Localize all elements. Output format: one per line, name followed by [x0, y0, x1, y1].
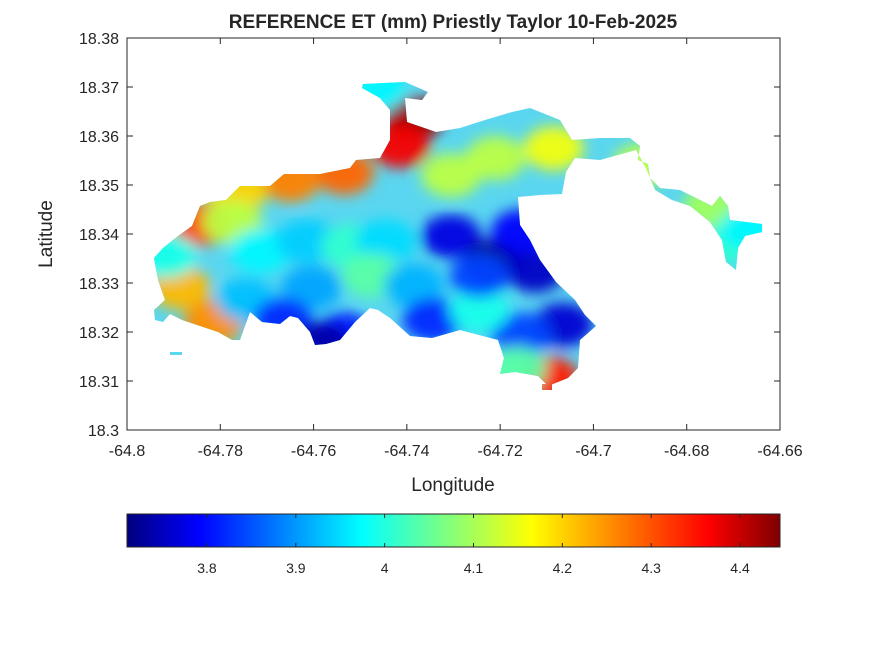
- x-tick-label: -64.8: [109, 443, 146, 460]
- y-axis-label: Latitude: [36, 200, 57, 268]
- x-axis-ticks: -64.8 -64.78 -64.76 -64.74 -64.72 -64.7 -64.68…: [109, 38, 803, 460]
- y-tick-label: 18.33: [79, 276, 119, 293]
- y-tick-label: 18.37: [79, 80, 119, 97]
- x-tick-label: -64.66: [757, 443, 802, 460]
- y-tick-label: 18.36: [79, 129, 119, 146]
- hotspot-15: [355, 219, 416, 264]
- x-tick-label: -64.7: [575, 443, 612, 460]
- colorbar-ticks: 3.8 3.9 4 4.1 4.2 4.3 4.4: [197, 514, 750, 576]
- colorbar-tick-label: 4: [381, 560, 389, 576]
- x-tick-label: -64.72: [477, 443, 522, 460]
- hotspot-9: [421, 153, 482, 198]
- colorbar-tick-label: 4.1: [464, 560, 484, 576]
- hotspot-16: [281, 265, 342, 310]
- y-tick-label: 18.31: [79, 374, 119, 391]
- hotspot-layer: [154, 82, 762, 390]
- hotspot-12: [229, 229, 290, 274]
- hotspot-30: [449, 287, 510, 332]
- hotspot-39: [154, 234, 197, 279]
- hotspot-24: [421, 214, 482, 259]
- x-axis-label: Longitude: [411, 475, 494, 496]
- y-tick-label: 18.38: [79, 31, 119, 48]
- hotspot-11: [523, 126, 584, 171]
- y-tick-label: 18.3: [88, 423, 119, 440]
- chart-title: REFERENCE ET (mm) Priestly Taylor 10-Feb…: [229, 12, 678, 33]
- x-tick-label: -64.76: [291, 443, 336, 460]
- y-tick-label: 18.32: [79, 325, 119, 342]
- colorbar: [126, 513, 781, 548]
- y-axis-ticks: 18.3 18.31 18.32 18.33 18.34 18.35 18.36 18.37 1…: [79, 31, 780, 440]
- x-tick-label: -64.78: [198, 443, 243, 460]
- colorbar-tick-label: 3.9: [286, 560, 306, 576]
- hotspot-31: [449, 253, 510, 298]
- colorbar-tick-label: 4.4: [730, 560, 750, 576]
- colorbar-tick-label: 4.2: [553, 560, 573, 576]
- hotspot-23: [402, 297, 463, 342]
- hotspot-18: [383, 263, 444, 308]
- colorbar-tick-label: 4.3: [641, 560, 661, 576]
- colorbar-tick-label: 3.8: [197, 560, 217, 576]
- hotspot-13: [276, 219, 337, 264]
- y-tick-label: 18.34: [79, 227, 119, 244]
- hotspot-29: [491, 312, 552, 357]
- y-tick-label: 18.35: [79, 178, 119, 195]
- x-tick-label: -64.74: [384, 443, 429, 460]
- x-tick-label: -64.68: [664, 443, 709, 460]
- hotspot-10: [465, 136, 526, 181]
